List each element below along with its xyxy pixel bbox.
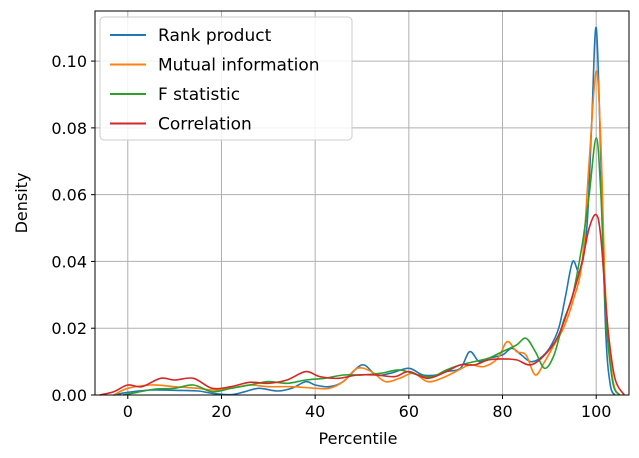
x-tick-label: 40 (305, 402, 325, 421)
y-tick-label: 0.00 (51, 386, 87, 405)
x-tick-label: 0 (123, 402, 133, 421)
series-line-3 (99, 213, 626, 396)
legend: Rank product Mutual information F statisti… (99, 16, 353, 141)
y-tick-label: 0.10 (51, 52, 87, 71)
y-tick-label: 0.06 (51, 186, 87, 205)
legend-label: Rank product (158, 26, 272, 46)
y-tick-label: 0.08 (51, 119, 87, 138)
x-axis-label: Percentile (319, 429, 398, 448)
x-tick-label: 100 (581, 402, 612, 421)
x-tick-label: 80 (492, 402, 512, 421)
series-line-2 (122, 137, 621, 396)
plot-frame (94, 10, 630, 396)
x-tick-label: 20 (211, 402, 231, 421)
legend-box (99, 16, 353, 141)
x-tick-label: 60 (399, 402, 419, 421)
y-tick-label: 0.04 (51, 252, 87, 271)
ticks: 0 20 40 60 80 100 0.00 0.02 0.04 0.06 0.08 0.10 (51, 52, 611, 421)
legend-label: Mutual information (158, 56, 320, 76)
legend-label: Correlation (158, 115, 252, 135)
y-axis-label: Density (12, 173, 31, 234)
series-lines (99, 26, 626, 396)
legend-label: F statistic (158, 85, 240, 105)
y-tick-label: 0.02 (51, 319, 87, 338)
